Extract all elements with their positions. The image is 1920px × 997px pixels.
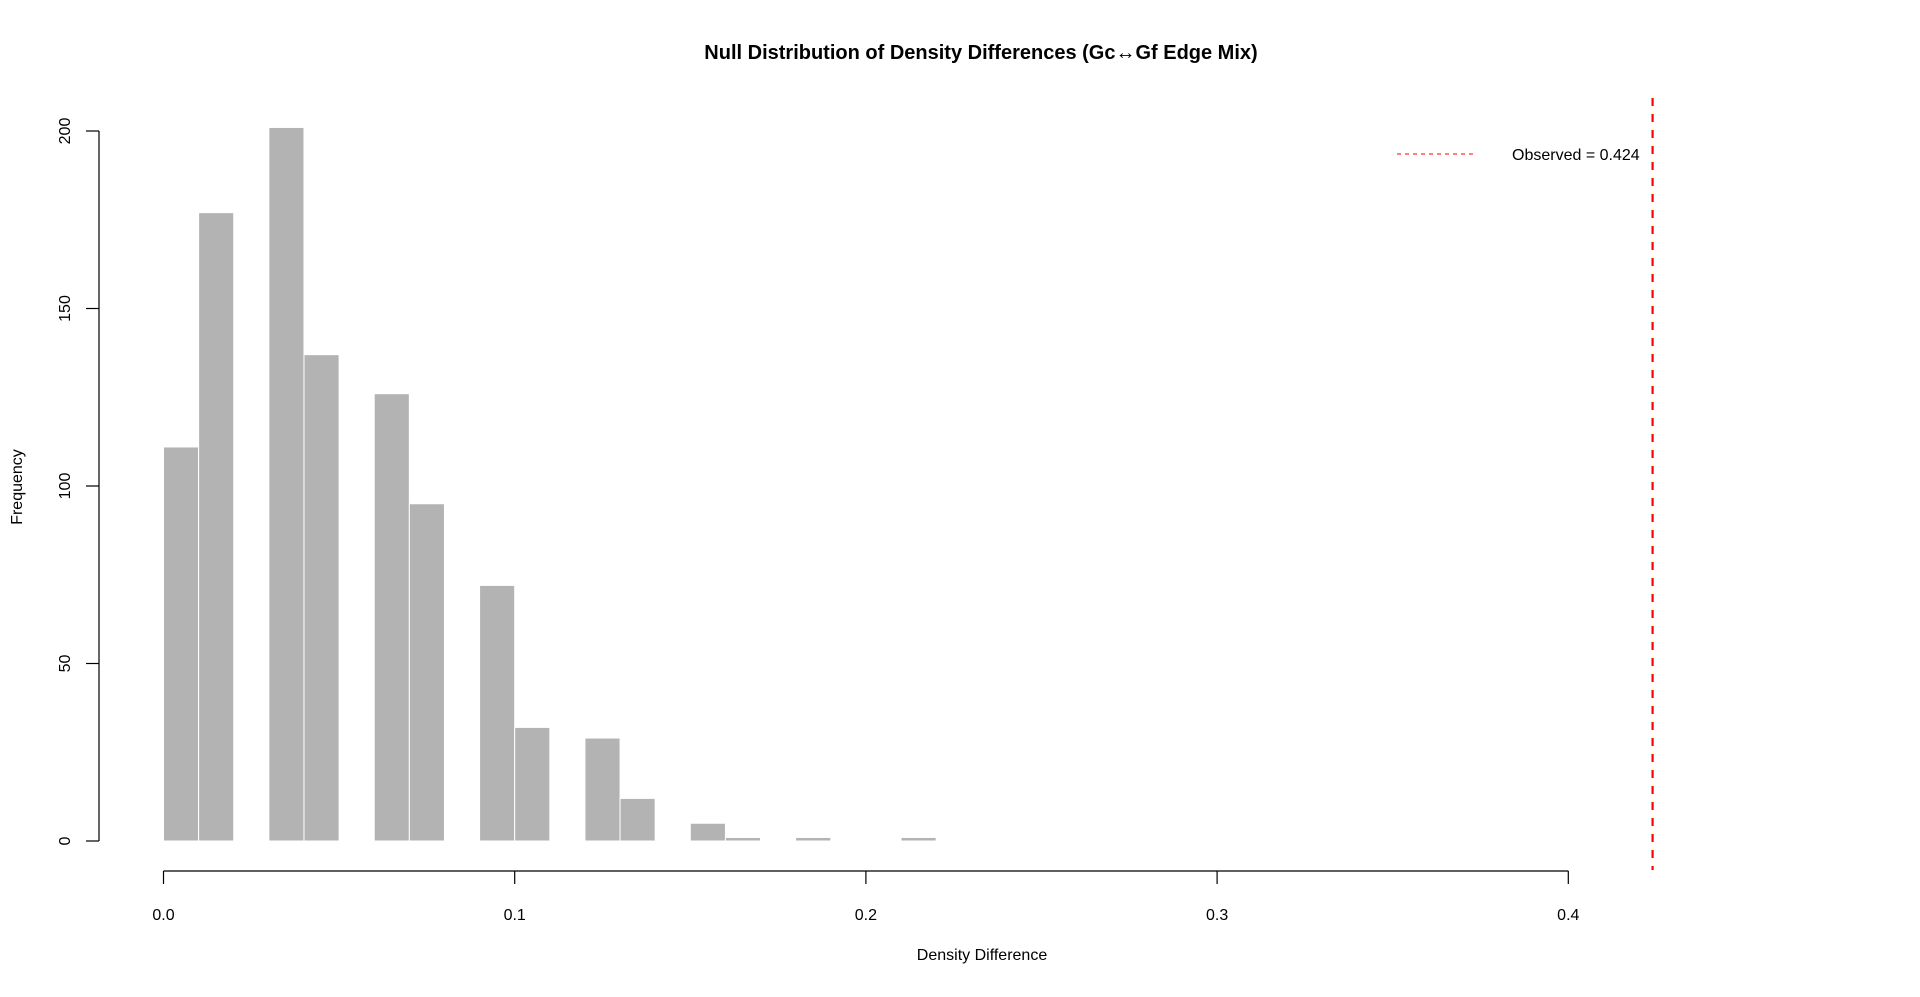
y-tick-label: 50: [57, 655, 74, 673]
y-tick-label: 200: [57, 118, 74, 145]
y-axis: 0 50 100 150 200: [57, 118, 100, 845]
histogram-bar: [724, 836, 762, 842]
y-axis-label: Frequency: [9, 449, 26, 525]
chart-title: Null Distribution of Density Differences…: [704, 42, 1257, 64]
histogram-bar: [795, 836, 832, 842]
histogram-bar: [163, 446, 200, 842]
x-axis: 0.0 0.1 0.2 0.3 0.4: [152, 870, 1580, 924]
histogram-bar: [619, 797, 656, 842]
x-tick-label: 0.4: [1557, 907, 1579, 924]
histogram-bar: [689, 822, 726, 842]
histogram-bar: [268, 126, 305, 842]
histogram-bar: [408, 503, 445, 842]
x-tick-label: 0.0: [152, 907, 174, 924]
x-tick-label: 0.3: [1206, 907, 1228, 924]
histogram-bar: [373, 393, 410, 842]
histogram-bar: [584, 737, 621, 842]
x-tick-label: 0.2: [855, 907, 877, 924]
histogram-bar: [900, 836, 937, 842]
y-tick-label: 150: [57, 295, 74, 322]
histogram-bars: [163, 126, 937, 842]
legend-label: Observed = 0.424: [1512, 147, 1640, 164]
histogram-bar: [198, 212, 235, 842]
y-tick-label: 100: [57, 473, 74, 500]
histogram-bar: [514, 726, 551, 842]
x-tick-label: 0.1: [504, 907, 526, 924]
x-axis-label: Density Difference: [917, 947, 1048, 964]
histogram-bar: [303, 354, 340, 842]
histogram-bar: [479, 584, 516, 842]
legend: Observed = 0.424: [1397, 147, 1640, 164]
y-tick-label: 0: [57, 836, 74, 845]
